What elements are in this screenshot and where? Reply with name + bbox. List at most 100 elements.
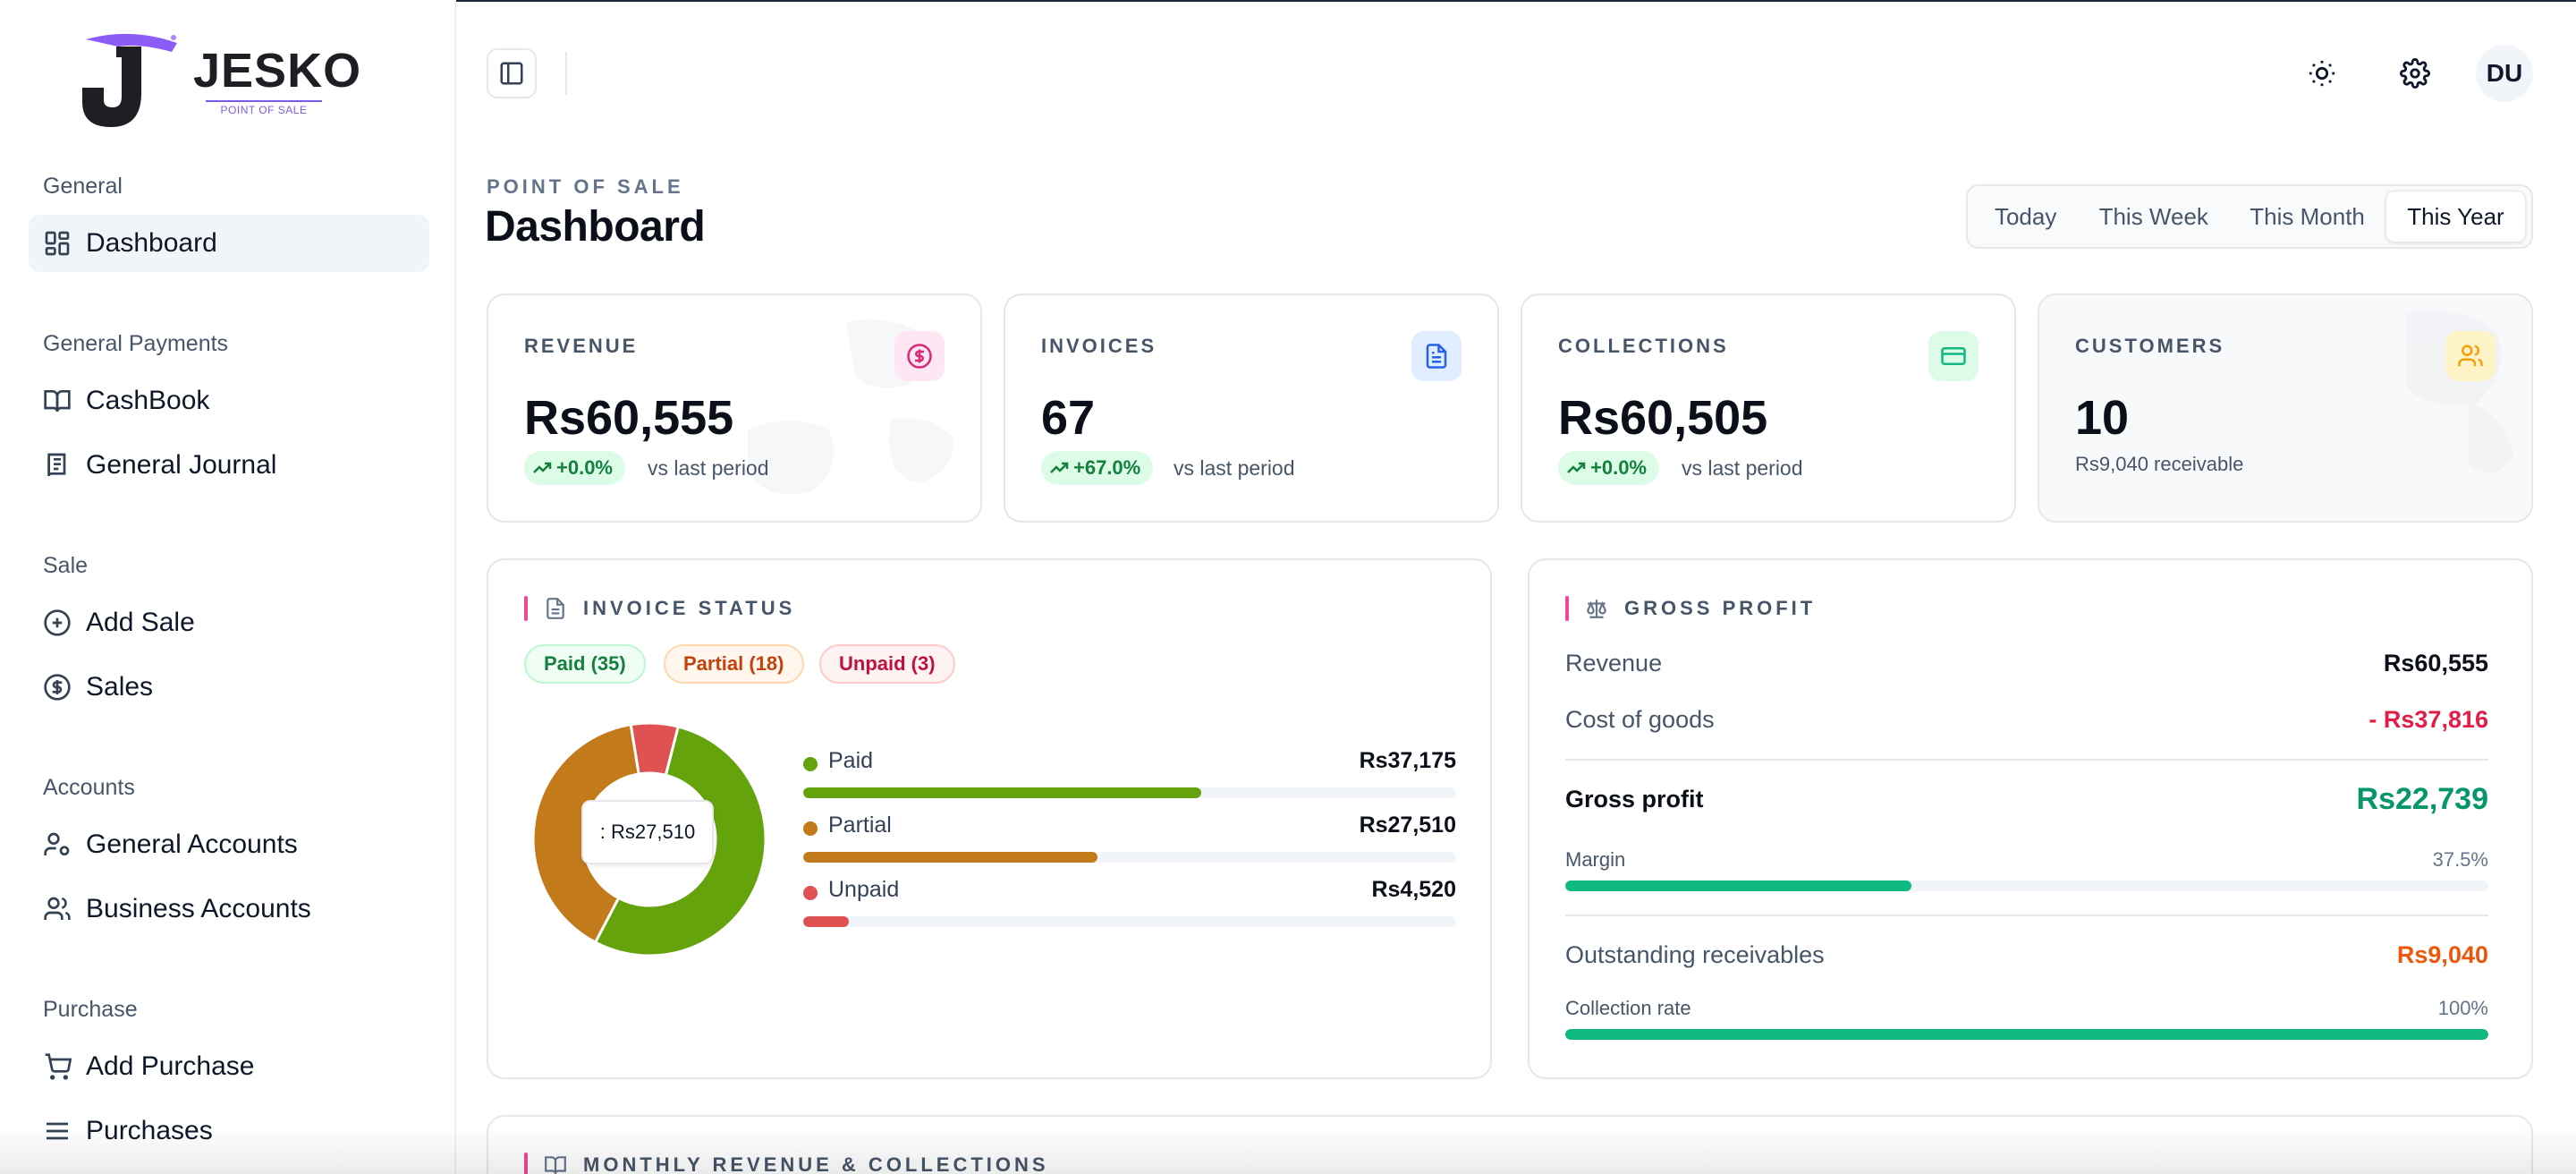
sidebar-toggle-icon — [500, 62, 523, 85]
kpi-value: Rs60,555 — [524, 391, 734, 445]
sidebar-item-label: Business Accounts — [86, 894, 311, 923]
credit-card-icon — [1941, 347, 1966, 365]
donut-tooltip: : Rs27,510 — [581, 800, 714, 864]
trending-up-icon — [1567, 462, 1586, 473]
gp-collection-label: Collection rate — [1565, 997, 1691, 1019]
trending-up-icon — [1050, 462, 1069, 473]
kpi-label: COLLECTIONS — [1558, 335, 1729, 357]
invoice-status-panel: INVOICE STATUS Paid (35) Partial (18) Un… — [487, 558, 1492, 1079]
donut-slice-unpaid[interactable] — [629, 721, 680, 778]
sidebar-item-add-purchase[interactable]: Add Purchase — [29, 1038, 429, 1095]
status-dot — [803, 821, 818, 836]
chip-partial[interactable]: Partial (18) — [664, 644, 804, 684]
book-open-icon — [545, 1156, 566, 1174]
gp-cogs-value: - Rs37,816 — [2368, 706, 2488, 733]
sidebar-item-label: Add Purchase — [86, 1051, 255, 1081]
sidebar-item-business-accounts[interactable]: Business Accounts — [29, 880, 429, 938]
page-title: Dashboard — [485, 203, 706, 251]
sidebar: JESKO POINT OF SALE General Dashboard Ge… — [0, 0, 456, 1174]
status-bar-fill — [803, 787, 1202, 798]
title-accent-bar — [524, 596, 528, 621]
kpi-label: REVENUE — [524, 335, 639, 357]
theme-toggle-button[interactable] — [2301, 52, 2343, 95]
kpi-card-invoices: INVOICES 67 +67.0% vs last period — [1004, 294, 1499, 523]
kpi-card-collections: COLLECTIONS Rs60,505 +0.0% vs last perio… — [1521, 294, 2016, 523]
brand-logo[interactable]: JESKO POINT OF SALE — [77, 30, 360, 129]
kpi-change-value: +0.0% — [556, 456, 613, 479]
gp-collection-value: 100% — [2437, 997, 2488, 1019]
settings-button[interactable] — [2394, 52, 2436, 95]
world-map-decoration — [2406, 311, 2513, 472]
title-accent-bar — [1565, 596, 1569, 621]
user-cog-icon — [43, 830, 72, 859]
period-today[interactable]: Today — [1994, 202, 2057, 230]
status-amount: Rs27,510 — [1359, 812, 1456, 838]
section-general: General — [43, 174, 123, 199]
gp-collection-fill — [1565, 1029, 2488, 1040]
gp-margin-fill — [1565, 880, 1911, 891]
kpi-value: 10 — [2075, 391, 2130, 445]
users-icon — [2458, 345, 2483, 367]
kpi-icon-box — [1411, 331, 1462, 381]
gp-revenue-label: Revenue — [1565, 650, 1663, 676]
file-text-icon — [1426, 344, 1447, 369]
gp-divider — [1565, 759, 2488, 761]
gross-profit-panel: GROSS PROFIT Revenue Rs60,555 Cost of go… — [1528, 558, 2533, 1079]
sidebar-item-general-journal[interactable]: General Journal — [29, 437, 429, 494]
gp-margin-value: 37.5% — [2432, 848, 2488, 871]
kpi-change-badge: +0.0% — [1558, 451, 1659, 485]
sidebar-item-dashboard[interactable]: Dashboard — [29, 215, 429, 272]
kpi-icon-box — [1928, 331, 1979, 381]
status-bar-fill — [803, 916, 850, 927]
sidebar-item-label: Dashboard — [86, 228, 217, 258]
page-eyebrow: POINT OF SALE — [487, 175, 684, 198]
status-bar — [803, 916, 1456, 927]
section-sale: Sale — [43, 553, 89, 578]
file-text-icon — [547, 598, 564, 619]
sidebar-item-sales[interactable]: Sales — [29, 659, 429, 716]
sidebar-item-label: Purchases — [86, 1116, 213, 1145]
sidebar-item-cashbook[interactable]: CashBook — [29, 372, 429, 430]
sidebar-item-add-sale[interactable]: Add Sale — [29, 594, 429, 651]
gp-collection-bar — [1565, 1029, 2488, 1040]
period-this-month[interactable]: This Month — [2250, 202, 2365, 230]
kpi-change-value: +0.0% — [1590, 456, 1647, 479]
logo-mark-icon — [82, 33, 177, 127]
sidebar-item-label: General Journal — [86, 450, 277, 480]
chip-paid[interactable]: Paid (35) — [524, 644, 646, 684]
period-this-year[interactable]: This Year — [2385, 191, 2526, 242]
book-open-icon — [43, 387, 72, 415]
invoice-donut-chart[interactable] — [531, 721, 767, 957]
gp-margin-bar — [1565, 880, 2488, 891]
kpi-icon-box — [894, 331, 945, 381]
list-icon — [43, 1117, 72, 1145]
kpi-change-badge: +0.0% — [524, 451, 625, 485]
sidebar-toggle-button[interactable] — [487, 48, 537, 98]
avatar[interactable]: DU — [2476, 45, 2533, 102]
sidebar-item-general-accounts[interactable]: General Accounts — [29, 816, 429, 873]
chip-unpaid[interactable]: Unpaid (3) — [819, 644, 955, 684]
sidebar-item-purchases[interactable]: Purchases — [29, 1102, 429, 1160]
panel-title: MONTHLY REVENUE & COLLECTIONS — [524, 1153, 1049, 1174]
brand-name: JESKO — [193, 44, 362, 98]
panel-title: GROSS PROFIT — [1565, 596, 1816, 621]
sidebar-item-label: Sales — [86, 672, 154, 702]
sidebar-item-label: General Accounts — [86, 829, 298, 859]
gp-revenue-value: Rs60,555 — [2383, 650, 2488, 676]
kpi-label: INVOICES — [1041, 335, 1157, 357]
status-dot — [803, 757, 818, 771]
period-this-week[interactable]: This Week — [2098, 202, 2208, 230]
users-icon — [43, 895, 72, 923]
gp-outstanding-value: Rs9,040 — [2396, 941, 2488, 968]
kpi-change-badge: +67.0% — [1041, 451, 1154, 485]
section-purchase: Purchase — [43, 997, 138, 1022]
gp-outstanding-label: Outstanding receivables — [1565, 941, 1825, 968]
gp-divider — [1565, 915, 2488, 916]
panel-title-text: GROSS PROFIT — [1624, 597, 1817, 619]
gp-gross-profit-label: Gross profit — [1565, 786, 1704, 812]
donut-slice-paid[interactable] — [593, 725, 767, 957]
status-name: Unpaid — [828, 877, 900, 902]
status-bar-fill — [803, 852, 1097, 863]
journal-icon — [43, 451, 72, 480]
